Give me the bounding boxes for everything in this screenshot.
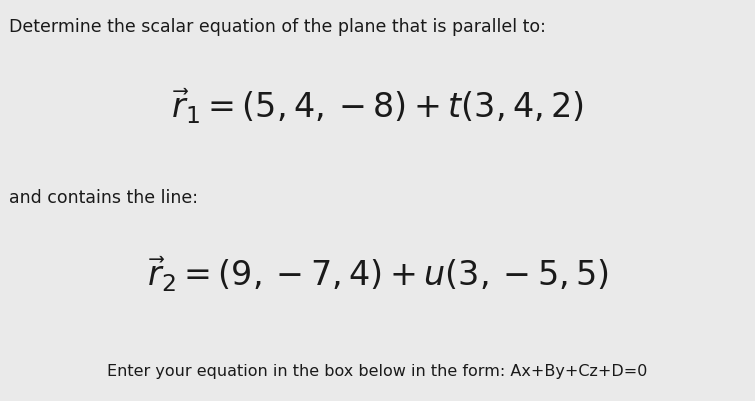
Text: $\vec{r}_1 = (5, 4, -8) + t(3, 4, 2)$: $\vec{r}_1 = (5, 4, -8) + t(3, 4, 2)$ (171, 87, 584, 126)
Text: Determine the scalar equation of the plane that is parallel to:: Determine the scalar equation of the pla… (9, 18, 546, 36)
Text: Enter your equation in the box below in the form: Ax+By+Cz+D=0: Enter your equation in the box below in … (107, 364, 648, 379)
Text: $\vec{r}_2 = (9, -7, 4) + u(3, -5, 5)$: $\vec{r}_2 = (9, -7, 4) + u(3, -5, 5)$ (146, 255, 609, 294)
Text: and contains the line:: and contains the line: (9, 190, 198, 207)
